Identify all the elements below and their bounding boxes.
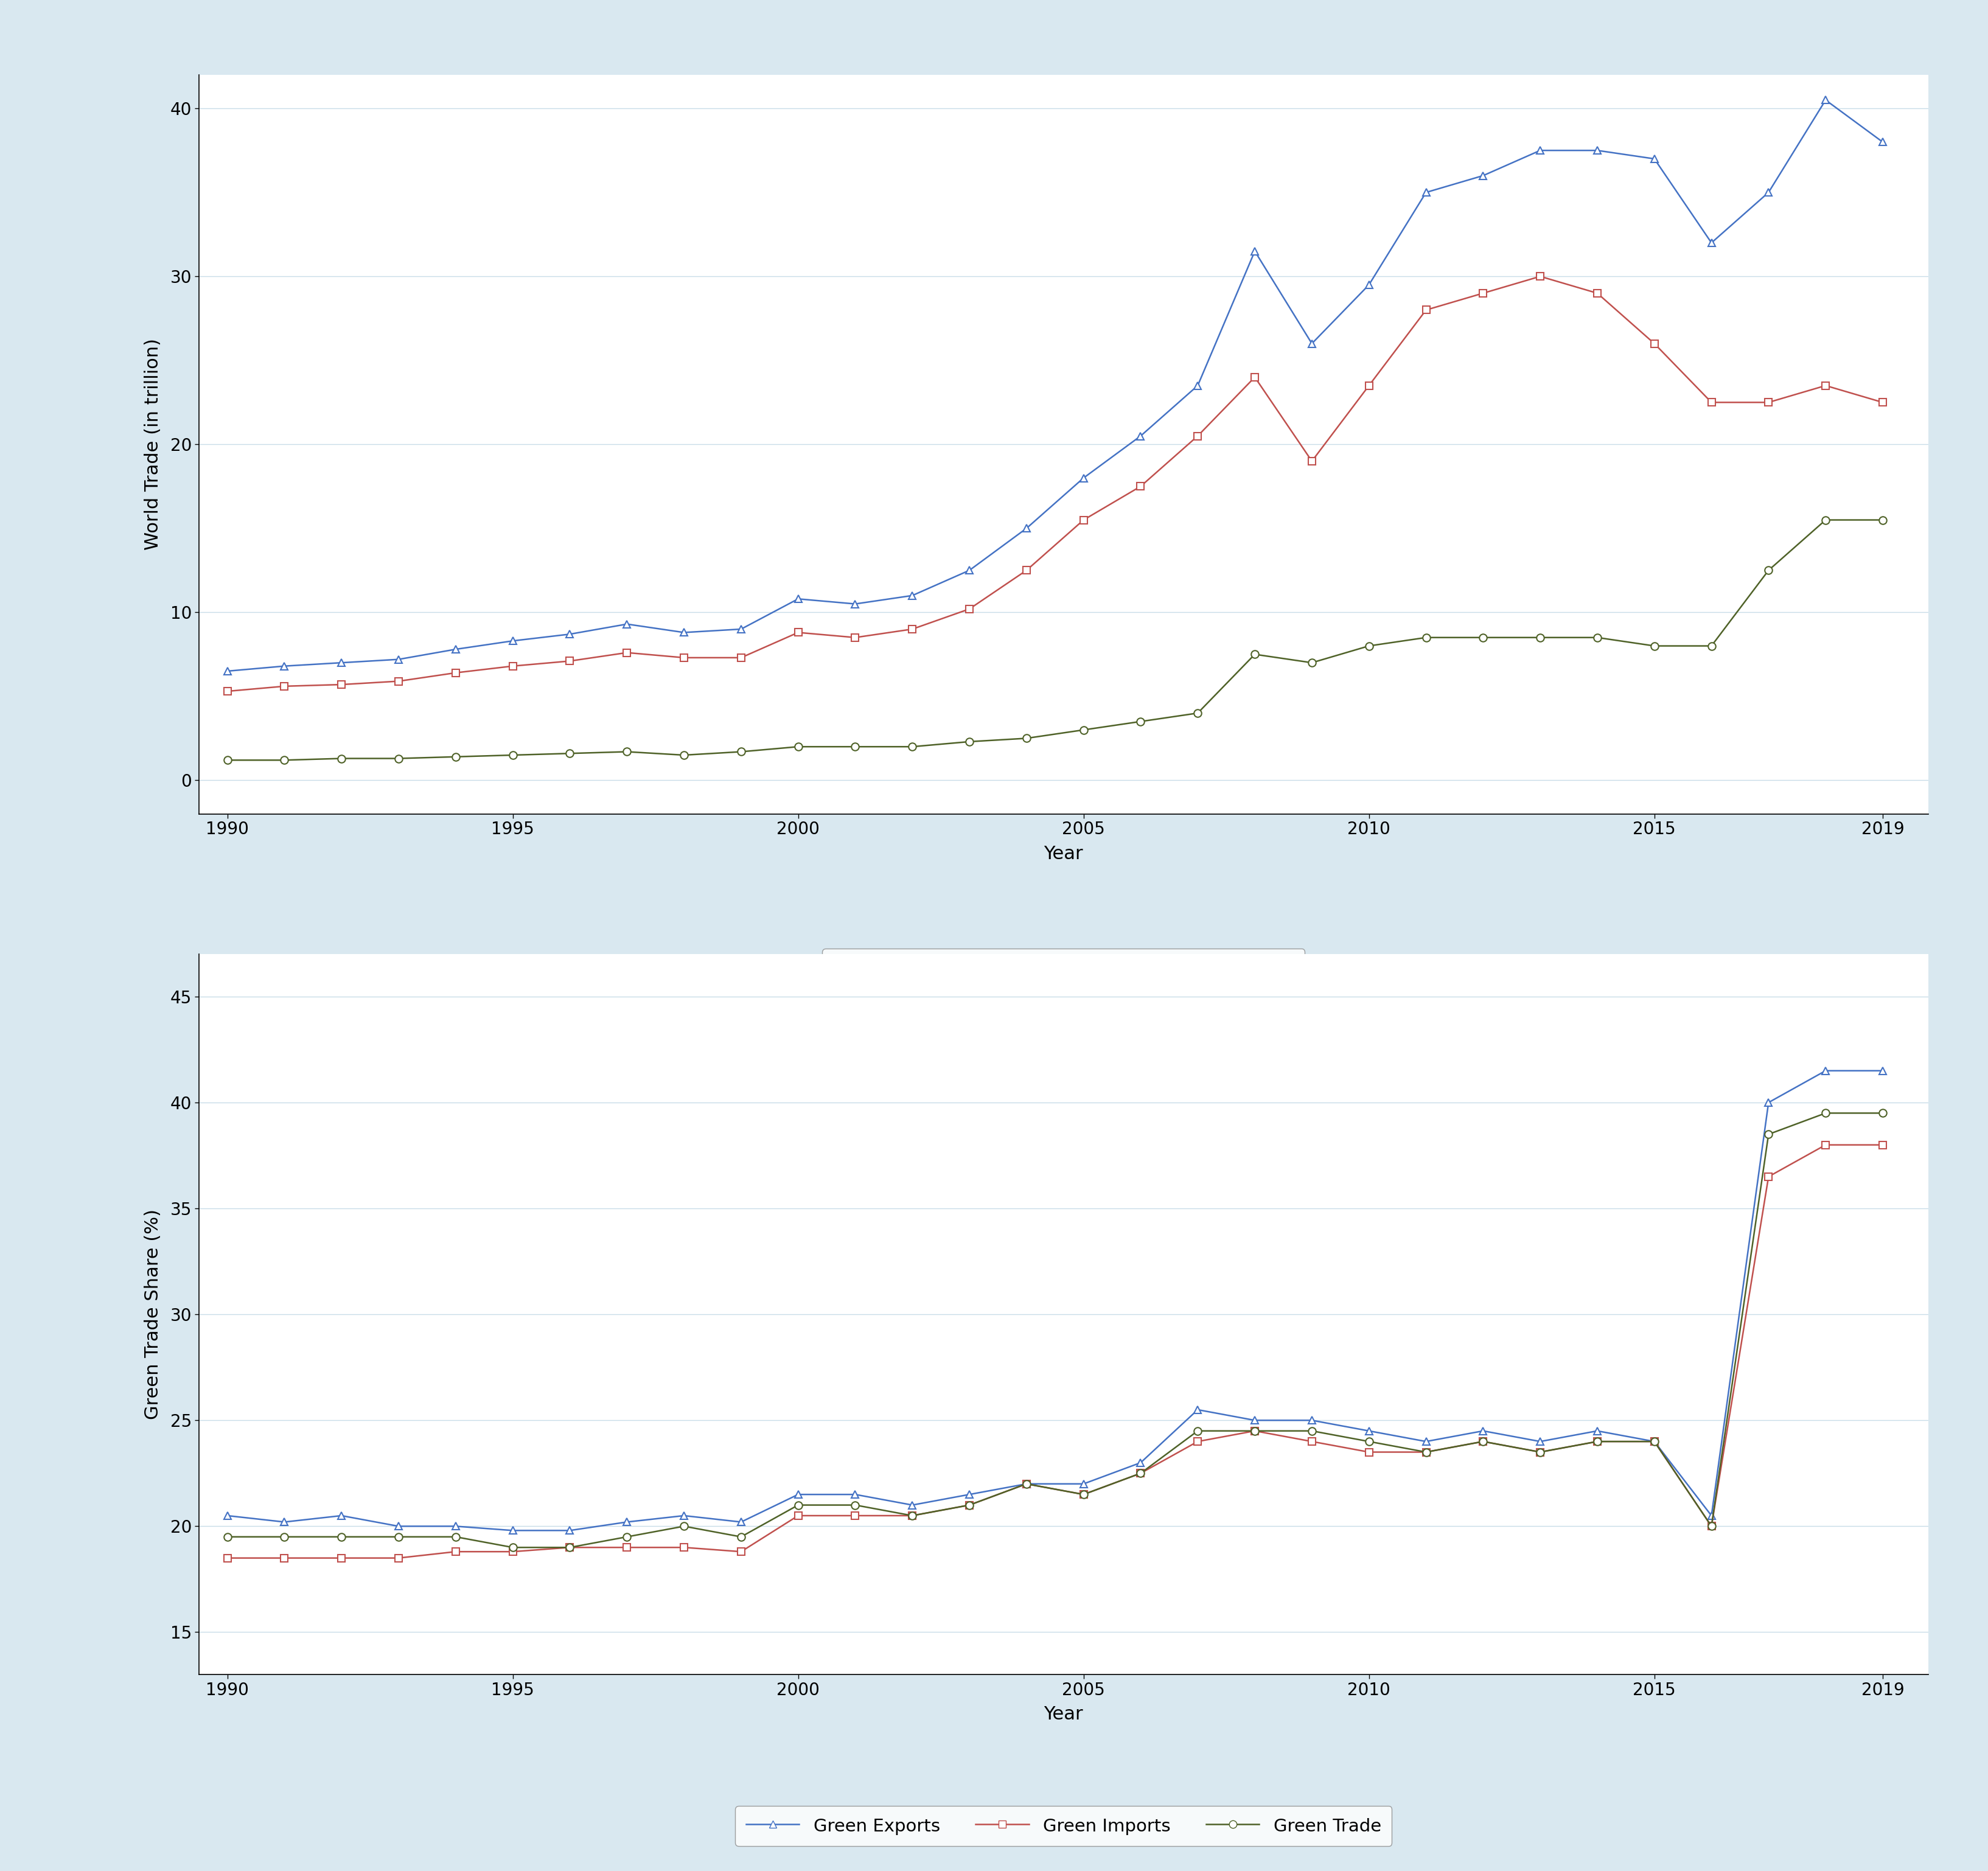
X-axis label: Year: Year: [1044, 846, 1083, 863]
Y-axis label: World Trade (in trillion): World Trade (in trillion): [143, 339, 161, 550]
X-axis label: Year: Year: [1044, 1706, 1083, 1723]
Legend: Total, Non-green, Green: Total, Non-green, Green: [823, 949, 1304, 988]
Y-axis label: Green Trade Share (%): Green Trade Share (%): [143, 1209, 161, 1420]
Legend: Green Exports, Green Imports, Green Trade: Green Exports, Green Imports, Green Trad…: [736, 1806, 1392, 1847]
